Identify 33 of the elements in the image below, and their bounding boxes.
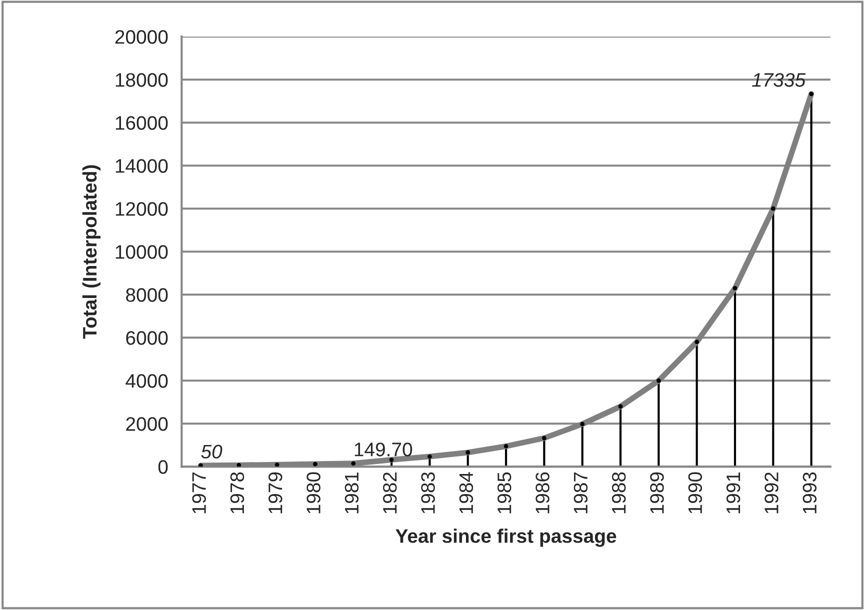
data-label: 149.70 <box>354 442 412 456</box>
x-tick-label: 1990 <box>688 472 702 514</box>
x-tick-label: 1986 <box>536 472 550 514</box>
x-tick-label: 1981 <box>344 472 359 514</box>
y-tick-label: 12000 <box>116 202 168 216</box>
data-label: 50 <box>201 444 222 459</box>
y-tick-label: 0 <box>158 460 168 474</box>
y-tick-label: 6000 <box>126 331 168 345</box>
x-tick-label: 1977 <box>192 472 206 514</box>
y-tick-label: 14000 <box>116 159 168 173</box>
y-tick-label: 16000 <box>116 116 168 130</box>
x-tick-label: 1993 <box>802 472 817 514</box>
x-tick-label: 1984 <box>459 472 474 514</box>
x-tick-label: 1978 <box>230 472 244 514</box>
x-tick-label: 1982 <box>382 472 397 514</box>
x-tick-label: 1987 <box>574 472 588 514</box>
x-tick-label: 1992 <box>764 472 778 514</box>
y-tick-label: 20000 <box>115 30 168 44</box>
x-tick-label: 1988 <box>612 472 626 514</box>
y-tick-label: 18000 <box>116 73 168 87</box>
x-axis-title: Year since first passage <box>396 528 616 547</box>
x-tick-label: 1991 <box>726 472 740 514</box>
y-tick-label: 4000 <box>126 374 168 388</box>
data-label: 17335 <box>752 73 806 87</box>
x-tick-label: 1983 <box>421 472 435 514</box>
y-tick-label: 8000 <box>126 288 168 302</box>
x-tick-label: 1979 <box>268 472 282 514</box>
x-tick-label: 1989 <box>650 472 664 514</box>
y-tick-label: 2000 <box>126 417 168 431</box>
x-tick-label: 1980 <box>306 472 320 514</box>
y-axis-title: Total (Interpolated) <box>82 165 100 339</box>
y-tick-label: 10000 <box>116 245 168 259</box>
x-tick-label: 1985 <box>497 472 512 514</box>
